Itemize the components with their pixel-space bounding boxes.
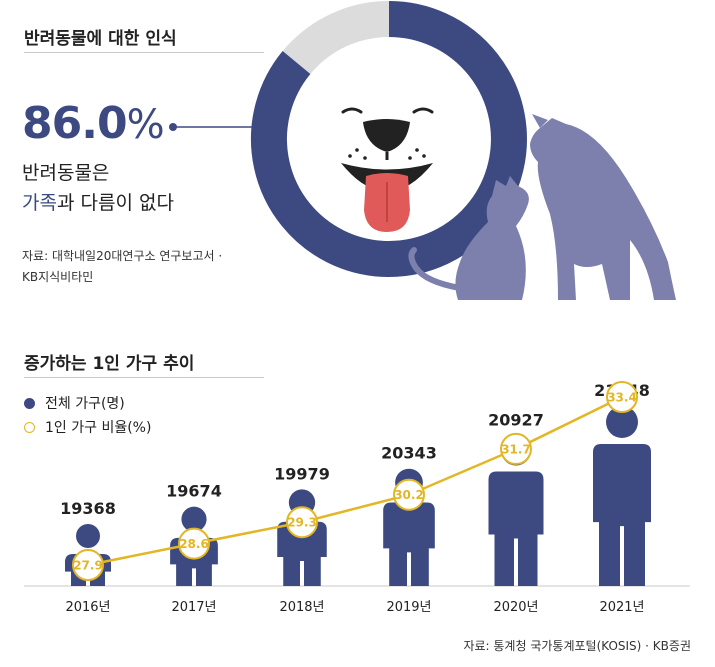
total-households-label: 20343 (381, 444, 437, 463)
section2-divider (24, 377, 264, 378)
single-ratio-line (87, 395, 623, 567)
cat-dog-silhouette-icon (408, 114, 676, 300)
legend-households-label: 전체 가구(명) (45, 396, 125, 412)
legend-item-single: 1인 가구 비율(%) (24, 416, 151, 438)
dog-face-icon (341, 107, 434, 232)
figure-head (181, 506, 207, 532)
ratio-marker (500, 432, 532, 465)
total-households-label: 19368 (60, 499, 116, 518)
connector-dot (169, 123, 177, 131)
ratio-value-label: 29.3 (287, 516, 317, 530)
year-tick-label: 2019년 (386, 600, 431, 615)
donut-fill (250, 1, 527, 277)
legend: 전체 가구(명) 1인 가구 비율(%) (24, 392, 151, 438)
year-tick-label: 2017년 (171, 600, 216, 615)
legend-single-label: 1인 가구 비율(%) (45, 420, 152, 436)
ratio-marker (72, 549, 104, 581)
ratio-value-label: 28.6 (179, 537, 209, 551)
percent-value: 86.0 (22, 98, 128, 149)
year-tick-label: 2021년 (599, 600, 644, 615)
year-tick-label: 2020년 (493, 600, 538, 615)
desc-line1: 반려동물은 (22, 162, 110, 184)
year-tick-label: 2016년 (65, 600, 110, 615)
desc-rest: 과 다름이 없다 (56, 192, 174, 214)
percent-unit: % (126, 102, 165, 148)
ratio-marker (393, 478, 425, 511)
total-households-label: 19674 (166, 482, 222, 501)
legend-item-households: 전체 가구(명) (24, 392, 151, 414)
total-households-label: 19979 (274, 464, 330, 483)
desc-line2: 가족과 다름이 없다 (22, 188, 174, 218)
section2-source: 자료: 통계청 국가통계포털(KOSIS) · KB증권 (463, 639, 691, 653)
figure-head (606, 406, 638, 438)
figure-body (277, 521, 327, 586)
figure-body (383, 502, 435, 586)
ratio-marker (286, 506, 318, 539)
total-households-label: 20927 (488, 411, 544, 430)
section1-source-line1: 자료: 대학내일20대연구소 연구보고서 · (22, 249, 223, 263)
ratio-value-label: 33.4 (607, 391, 637, 405)
ratio-marker (606, 381, 638, 413)
figure-body (593, 444, 651, 586)
section1-source-line2: KB지식비타민 (22, 270, 94, 284)
section1-source: 자료: 대학내일20대연구소 연구보고서 · KB지식비타민 (22, 246, 222, 288)
ratio-value-label: 30.2 (394, 488, 424, 502)
household-figure (593, 406, 651, 586)
big-percent: 86.0% (22, 98, 165, 149)
legend-dot-icon (24, 397, 35, 409)
donut-graphic (169, 1, 676, 300)
ratio-value-label: 31.7 (501, 442, 531, 456)
legend-ring-icon (24, 421, 35, 433)
description: 반려동물은 가족과 다름이 없다 (22, 158, 174, 218)
desc-accent: 가족 (22, 192, 57, 214)
section2-title: 증가하는 1인 가구 추이 (24, 354, 195, 374)
figure-head (76, 524, 100, 548)
section1-title: 반려동물에 대한 인식 (24, 29, 177, 49)
ratio-marker (178, 527, 210, 560)
section1-divider (24, 52, 264, 53)
ratio-value-label: 27.9 (73, 559, 103, 573)
figure-body (488, 471, 544, 586)
year-tick-label: 2018년 (279, 600, 324, 615)
